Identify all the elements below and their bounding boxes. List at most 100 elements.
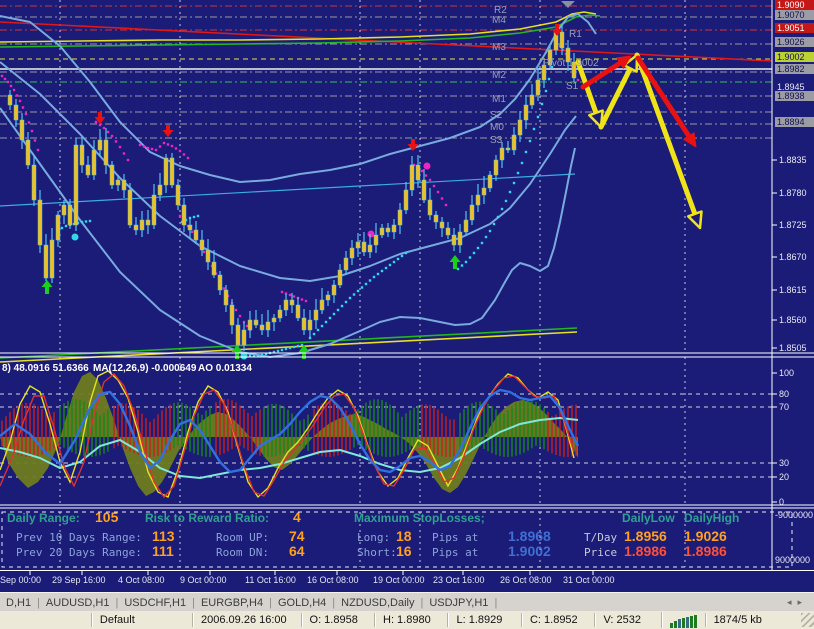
pips-short-value: 1.9002 xyxy=(508,543,551,559)
sar-cyan-dot xyxy=(456,267,460,271)
candle-body xyxy=(373,234,379,246)
room-up-value: 74 xyxy=(289,528,305,544)
long-value: 18 xyxy=(396,528,412,544)
candle-body xyxy=(481,187,487,196)
candle-body xyxy=(523,104,529,121)
sar-cyan-dot xyxy=(84,220,88,223)
yellow-ma-line xyxy=(0,11,597,43)
sar-cyan-dot xyxy=(372,275,376,279)
candle-body xyxy=(361,241,367,253)
time-label[interactable]: 31 Oct 00:00 xyxy=(563,575,615,585)
time-label[interactable]: 26 Oct 08:00 xyxy=(500,575,552,585)
tick-chart-icon xyxy=(660,612,705,628)
time-label[interactable]: 23 Oct 16:00 xyxy=(433,575,485,585)
sar-cyan-dot xyxy=(524,150,528,154)
sar-magenta-dot xyxy=(15,94,19,97)
candle-body xyxy=(415,164,421,181)
sar-magenta-dot xyxy=(0,74,4,78)
status-open: O: 1.8958 xyxy=(300,613,374,627)
projection-arrowhead xyxy=(616,55,632,69)
projection-arrow-shaft xyxy=(598,65,633,130)
pivot-label-S3: S3 xyxy=(490,135,503,146)
pips-long-label: Pips at xyxy=(432,531,479,544)
status-high: H: 1.8980 xyxy=(374,613,447,627)
sar-magenta-dot xyxy=(202,250,206,254)
candle-body xyxy=(199,239,205,251)
buy-signal-arrow xyxy=(298,345,310,359)
sar-cyan-dot xyxy=(504,199,508,203)
sar-cyan-dot xyxy=(264,352,268,356)
macd-label: MA(12,26,9) -0.000649 xyxy=(93,363,197,374)
status-empty-cell xyxy=(0,613,91,627)
time-label[interactable]: 11 Oct 16:00 xyxy=(245,575,296,585)
sar-magenta-dot xyxy=(98,123,102,127)
sar-cyan-dot xyxy=(364,282,368,286)
sar-cyan-big-dot xyxy=(71,233,79,241)
bollinger-band-2 xyxy=(0,107,576,358)
candle-body xyxy=(301,317,307,331)
sar-magenta-dot xyxy=(126,158,130,162)
price-badge-1.9070: 1.9070 xyxy=(775,10,814,20)
candle-body xyxy=(181,204,187,226)
time-label[interactable]: Sep 00:00 xyxy=(0,575,42,585)
candle-body xyxy=(187,224,193,231)
status-datetime: 2006.09.26 16:00 xyxy=(192,613,300,627)
sar-magenta-dot xyxy=(33,139,37,142)
sar-magenta-dot xyxy=(234,308,238,312)
sar-magenta-dot xyxy=(288,293,292,297)
candle-body xyxy=(343,257,349,271)
sar-magenta-dot xyxy=(436,190,440,194)
sar-magenta-dot xyxy=(280,290,284,294)
sar-cyan-dot xyxy=(348,296,352,300)
sar-magenta-dot xyxy=(190,230,194,234)
sar-cyan-dot xyxy=(192,215,196,219)
tab-d-h1[interactable]: D,H1 xyxy=(6,596,32,609)
tab-separator: | xyxy=(37,596,40,609)
chart-canvas[interactable] xyxy=(0,0,814,592)
time-label[interactable]: 29 Sep 16:00 xyxy=(52,575,106,585)
candle-body xyxy=(433,214,439,223)
marker-triangle-icon xyxy=(561,1,575,8)
tab-usdchf-h1[interactable]: USDCHF,H1 xyxy=(124,596,187,609)
tab-eurgbp-h4[interactable]: EURGBP,H4 xyxy=(200,596,264,609)
tday-label: T/Day xyxy=(584,531,618,544)
tab-scroll-right-button[interactable]: ▸ xyxy=(797,597,808,607)
tab-separator: | xyxy=(115,596,119,609)
room-dn-label: Room DN: xyxy=(216,546,269,559)
resize-grip[interactable] xyxy=(801,613,814,627)
price-high-value: 1.8986 xyxy=(684,543,727,559)
candle-body xyxy=(49,239,55,279)
sar-cyan-dot xyxy=(544,89,548,93)
candle-body xyxy=(37,199,43,246)
sar-magenta-dot xyxy=(114,140,118,143)
sar-cyan-dot xyxy=(360,286,364,289)
sar-cyan-dot xyxy=(88,219,92,223)
long-label: Long: xyxy=(357,531,391,544)
candle-body xyxy=(163,157,169,186)
candle-body xyxy=(445,227,451,236)
candle-body xyxy=(421,179,427,201)
sar-cyan-dot xyxy=(492,222,496,226)
time-label[interactable]: 9 Oct 00:00 xyxy=(180,575,227,585)
time-label[interactable]: 4 Oct 08:00 xyxy=(118,575,165,585)
time-label[interactable]: 16 Oct 08:00 xyxy=(307,575,359,585)
sar-magenta-dot xyxy=(162,141,166,145)
candle-body xyxy=(427,199,433,216)
tab-separator: | xyxy=(420,596,424,609)
candle-body xyxy=(469,204,475,221)
tab-nzdusd-daily[interactable]: NZDUSD,Daily xyxy=(341,596,415,609)
tab-usdjpy-h1[interactable]: USDJPY,H1 xyxy=(429,596,489,609)
candle-body xyxy=(499,147,505,161)
sar-cyan-dot xyxy=(320,324,324,328)
sar-cyan-dot xyxy=(468,256,472,259)
sar-cyan-dot xyxy=(547,77,551,81)
candle-body xyxy=(25,139,31,166)
tab-gold-h4[interactable]: GOLD,H4 xyxy=(277,596,327,609)
sar-magenta-dot xyxy=(428,178,432,182)
price-badge-1.8945: 1.8945 xyxy=(777,82,805,92)
time-label[interactable]: 19 Oct 00:00 xyxy=(373,575,425,585)
status-profile[interactable]: Default xyxy=(90,613,192,627)
tab-audusd-h1[interactable]: AUDUSD,H1 xyxy=(45,596,110,609)
sar-cyan-dot xyxy=(276,349,280,353)
tab-scroll-left-button[interactable]: ◂ xyxy=(786,597,798,607)
